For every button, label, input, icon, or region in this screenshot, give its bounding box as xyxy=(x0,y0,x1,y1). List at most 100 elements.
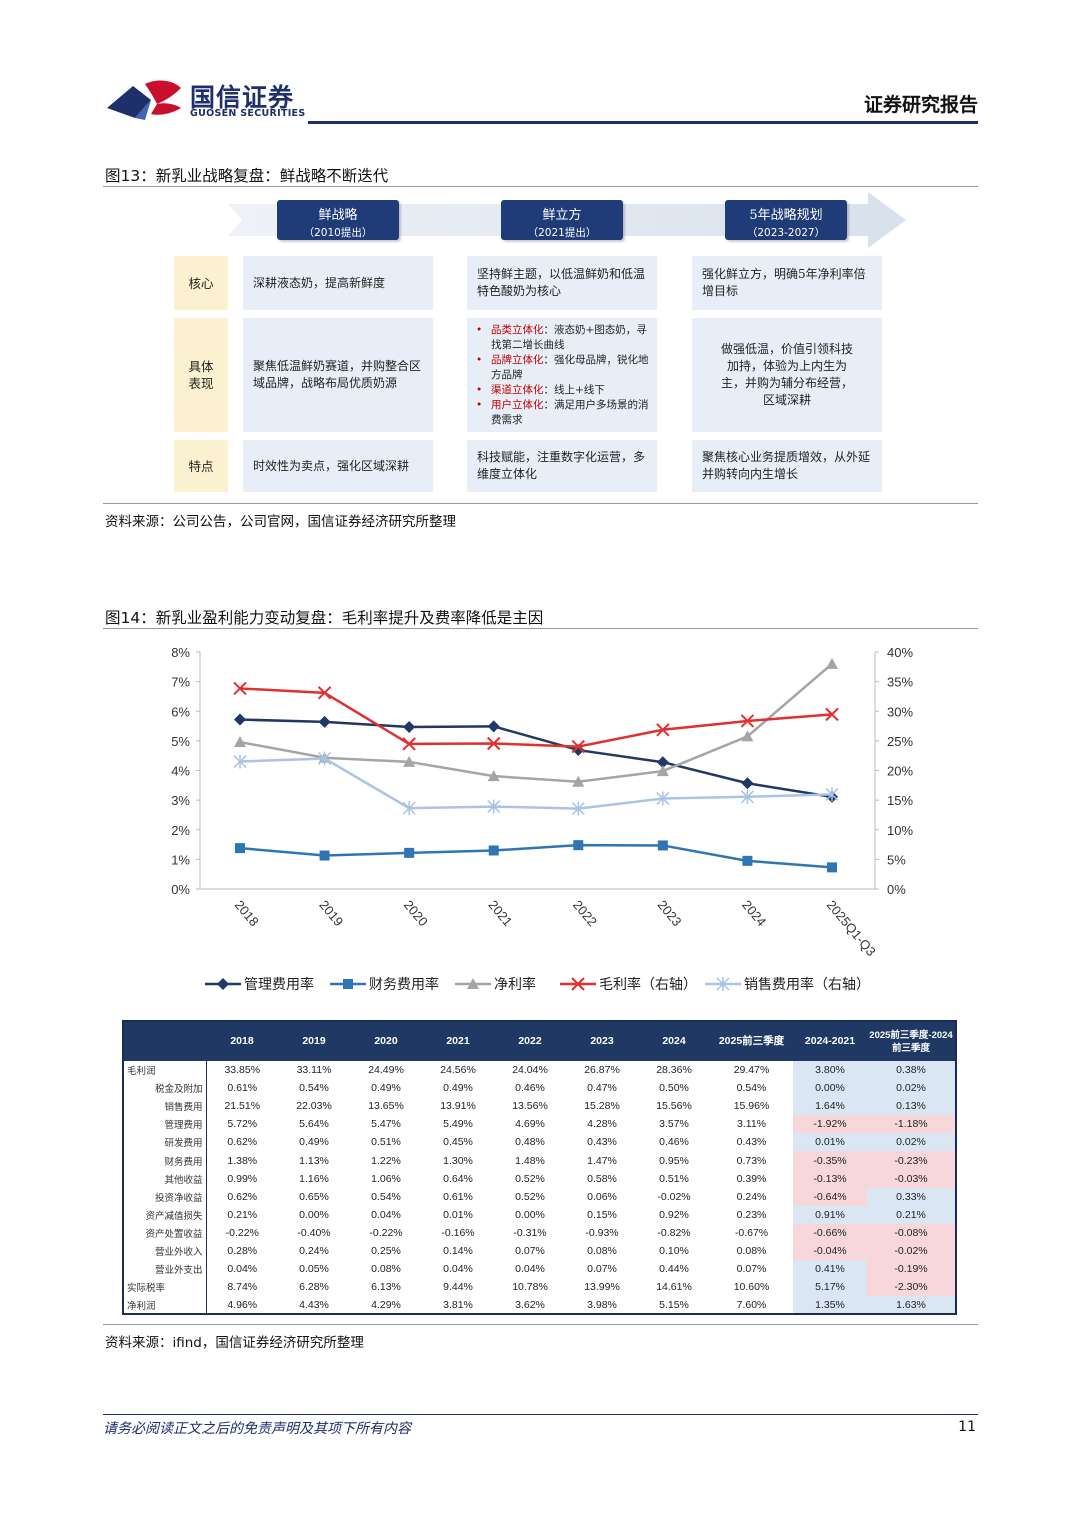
x-tick-label: 2022 xyxy=(570,897,600,929)
core-cell: 深耕液态奶，提高新鲜度 xyxy=(243,256,433,310)
data-point xyxy=(404,847,415,858)
table-cell: 28.36% xyxy=(656,1064,692,1077)
table-cell: 1.30% xyxy=(443,1154,473,1167)
legend-label: 管理费用率 xyxy=(244,976,314,993)
header-divider xyxy=(308,121,978,124)
table-cell: 1.13% xyxy=(299,1154,329,1167)
table-row: 实际税率 8.74% 6.28% 6.13% 9.44% 10.78% 13.99% 14.6… xyxy=(123,1278,956,1297)
table-row: 资产减值损失 0.21% 0.00% 0.04% 0.01% 0.00% 0.15% 0.92… xyxy=(123,1205,956,1224)
table-cell: 0.48% xyxy=(515,1136,545,1149)
table-cell: 7.60% xyxy=(736,1298,767,1311)
table-cell: 0.49% xyxy=(443,1082,473,1095)
data-point xyxy=(657,840,668,851)
table-cell: 0.23% xyxy=(736,1208,767,1221)
guosen-logo xyxy=(107,80,181,120)
column-header: 2018 xyxy=(206,1021,278,1061)
report-type: 证券研究报告 xyxy=(863,94,978,116)
table-cell: 4.69% xyxy=(515,1118,545,1131)
table-cell: -0.22% xyxy=(369,1226,403,1239)
table-cell: -0.93% xyxy=(585,1226,619,1239)
table-cell: 24.56% xyxy=(440,1064,476,1077)
phase-box: 5年战略规划 （2023-2027） xyxy=(725,200,847,240)
phase-title: 5年战略规划 xyxy=(749,208,823,223)
y-tick-label-right: 35% xyxy=(887,675,913,690)
table-cell: 0.43% xyxy=(736,1136,767,1149)
table-cell: 0.44% xyxy=(659,1263,689,1276)
table-cell: 21.51% xyxy=(224,1100,261,1113)
table-cell: 0.52% xyxy=(515,1172,545,1185)
bullet-item: 用户立体化：满足用户多场景的消费需求 xyxy=(473,398,651,428)
table-cell: 4.96% xyxy=(227,1298,258,1311)
profitability-line-chart: 0% 1% 2% 3% 4% 5% 6% 7% 8% 0% 5% 10% 15% 20% 25% 30% 35%… xyxy=(171,645,913,993)
table-cell: 5.47% xyxy=(371,1118,401,1131)
table-cell: 0.49% xyxy=(371,1082,401,1095)
table-cell: 0.14% xyxy=(443,1244,473,1257)
table-cell: 4.43% xyxy=(299,1298,329,1311)
timeline-arrow-tail xyxy=(228,204,242,236)
y-tick-label-left: 2% xyxy=(171,823,190,838)
y-tick-label-left: 6% xyxy=(171,704,190,719)
fig14-source: 资料来源：ifind，国信证券经济研究所整理 xyxy=(105,1335,364,1351)
table-cell: 10.78% xyxy=(512,1281,548,1294)
x-tick-label: 2020 xyxy=(401,897,431,929)
table-cell: 8.74% xyxy=(227,1281,258,1294)
row-label-core: 核心 xyxy=(174,256,228,310)
table-cell: 0.92% xyxy=(659,1208,689,1221)
core-cell: 坚持鲜主题，以低温鲜奶和低温特色酸奶为核心 xyxy=(467,256,657,310)
data-point xyxy=(656,756,669,769)
table-cell: 0.00% xyxy=(515,1208,545,1221)
table-cell: 0.46% xyxy=(659,1136,689,1149)
table-cell: 4.29% xyxy=(371,1298,401,1311)
table-cell: 4.28% xyxy=(587,1118,617,1131)
table-cell: 0.51% xyxy=(371,1136,401,1149)
table-cell: 33.11% xyxy=(296,1064,332,1077)
column-header: 2019 xyxy=(278,1021,350,1061)
column-header: 2024 xyxy=(638,1021,710,1061)
table-cell: 22.03% xyxy=(296,1100,332,1113)
header-corner xyxy=(123,1021,206,1061)
row-label: 毛利润 xyxy=(123,1061,207,1080)
core-cell: 强化鲜立方，明确5年净利率倍增目标 xyxy=(692,256,882,310)
data-point xyxy=(403,720,416,733)
table-cell: 1.38% xyxy=(227,1154,258,1167)
table-row: 其他收益 0.99% 1.16% 1.06% 0.64% 0.52% 0.58% 0.51% 0… xyxy=(123,1169,956,1188)
profit-breakdown-table: 2018 2019 2020 2021 2022 2023 2024 2025前三季度 2024… xyxy=(122,1020,957,1316)
table-cell: 0.06% xyxy=(587,1190,617,1203)
data-point xyxy=(573,840,584,851)
table-cell: 3.81% xyxy=(443,1298,473,1311)
table-cell: -0.23% xyxy=(867,1151,956,1170)
series-line xyxy=(239,687,833,748)
table-cell: 0.62% xyxy=(227,1136,258,1149)
phase-subtitle: （2010提出） xyxy=(303,227,373,239)
table-cell: -0.16% xyxy=(441,1226,475,1239)
legend-marker xyxy=(467,978,479,989)
legend-label: 毛利率（右轴） xyxy=(599,976,697,993)
row-label: 资产处置收益 xyxy=(123,1223,207,1242)
table-cell: 3.57% xyxy=(659,1118,689,1131)
table-cell: 0.45% xyxy=(443,1136,473,1149)
legend-label: 财务费用率 xyxy=(369,976,439,993)
data-point xyxy=(571,739,585,754)
table-cell: -0.04% xyxy=(793,1241,867,1261)
column-header: 2025前三季度 xyxy=(710,1021,793,1061)
table-cell: 0.21% xyxy=(867,1205,956,1224)
table-cell: 0.10% xyxy=(659,1244,689,1257)
row-label: 研发费用 xyxy=(123,1133,207,1152)
bullet-item: 品类立体化：液态奶+图态奶，寻找第二增长曲线 xyxy=(473,323,651,353)
table-cell: 24.04% xyxy=(512,1064,548,1077)
table-cell: 0.04% xyxy=(227,1263,258,1276)
data-point xyxy=(825,707,839,722)
column-header: 2024-2021 xyxy=(793,1021,867,1061)
table-cell: 0.25% xyxy=(371,1244,401,1257)
bullet-item: 渠道立体化：线上+线下 xyxy=(473,383,651,398)
table-cell: 0.08% xyxy=(587,1244,617,1257)
y-tick-label-left: 0% xyxy=(171,882,190,897)
table-cell: 1.22% xyxy=(371,1154,401,1167)
y-tick-label-right: 20% xyxy=(887,764,913,779)
table-cell: -0.13% xyxy=(793,1169,867,1188)
row-label: 实际税率 xyxy=(123,1278,207,1297)
table-cell: -1.92% xyxy=(793,1115,867,1134)
table-cell: 1.63% xyxy=(867,1296,956,1315)
data-point xyxy=(827,862,837,873)
table-cell: -0.64% xyxy=(793,1187,867,1206)
